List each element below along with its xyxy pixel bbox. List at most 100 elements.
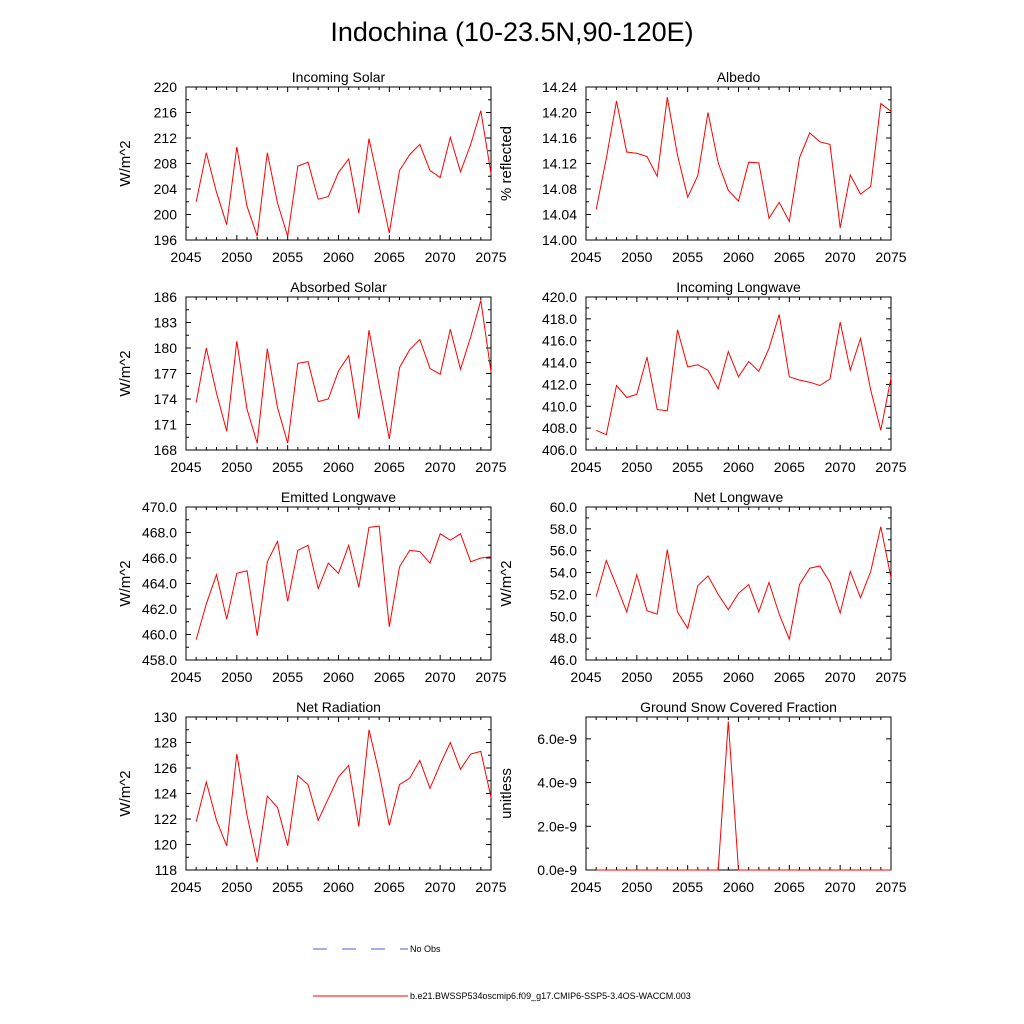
y-tick-label-net-longwave: 56.0 bbox=[550, 543, 577, 559]
y-tick-label-ground-snow-covered-fraction: 4.0e-9 bbox=[537, 775, 577, 791]
x-tick-label-albedo: 2060 bbox=[723, 249, 754, 265]
y-tick-label-net-longwave: 50.0 bbox=[550, 608, 577, 624]
x-tick-label-net-longwave: 2045 bbox=[570, 669, 601, 685]
y-tick-label-incoming-longwave: 412.0 bbox=[542, 376, 577, 392]
x-tick-label-albedo: 2075 bbox=[875, 249, 906, 265]
x-tick-label-net-radiation: 2060 bbox=[323, 879, 354, 895]
y-tick-label-net-radiation: 128 bbox=[154, 735, 178, 751]
panel-absorbed-solar: Absorbed Solar 168 171 174 177 180 183 186 2045 2… bbox=[117, 279, 507, 475]
x-tick-label-net-longwave: 2060 bbox=[723, 669, 754, 685]
y-tick-label-net-longwave: 58.0 bbox=[550, 521, 577, 537]
y-tick-label-incoming-solar: 220 bbox=[154, 79, 178, 95]
legend: No Obs b.e21.BWSSP534oscmip6.f09_g17.CMI… bbox=[313, 944, 691, 1001]
x-tick-label-incoming-solar: 2070 bbox=[425, 249, 456, 265]
x-tick-label-albedo: 2065 bbox=[774, 249, 805, 265]
x-tick-label-net-radiation: 2050 bbox=[221, 879, 252, 895]
y-tick-label-emitted-longwave: 458.0 bbox=[142, 652, 177, 668]
y-tick-label-net-radiation: 118 bbox=[155, 862, 178, 878]
y-tick-label-ground-snow-covered-fraction: 0.0e-9 bbox=[537, 862, 577, 878]
panel-incoming-longwave: Incoming Longwave 406.0 408.0 410.0 412.0 414… bbox=[542, 279, 907, 475]
panel-title-emitted-longwave: Emitted Longwave bbox=[281, 489, 396, 505]
y-tick-label-emitted-longwave: 470.0 bbox=[142, 499, 177, 515]
x-tick-label-absorbed-solar: 2060 bbox=[323, 459, 354, 475]
x-tick-label-incoming-longwave: 2075 bbox=[875, 459, 906, 475]
x-tick-label-absorbed-solar: 2055 bbox=[272, 459, 303, 475]
y-tick-label-incoming-longwave: 408.0 bbox=[542, 420, 577, 436]
panel-title-ground-snow-covered-fraction: Ground Snow Covered Fraction bbox=[640, 699, 837, 715]
y-tick-label-albedo: 14.08 bbox=[542, 181, 577, 197]
series-line-emitted-longwave bbox=[195, 525, 492, 640]
y-tick-label-net-radiation: 120 bbox=[154, 837, 178, 853]
y-tick-label-absorbed-solar: 180 bbox=[154, 340, 178, 356]
y-tick-label-absorbed-solar: 177 bbox=[154, 366, 178, 382]
x-tick-label-incoming-solar: 2065 bbox=[374, 249, 405, 265]
series-line-incoming-solar bbox=[195, 110, 492, 237]
x-tick-label-incoming-longwave: 2060 bbox=[723, 459, 754, 475]
y-axis-label-net-longwave: W/m^2 bbox=[498, 560, 515, 606]
y-tick-label-albedo: 14.12 bbox=[542, 156, 577, 172]
panels: Incoming Solar 196 200 204 208 212 216 220 2045 2… bbox=[117, 69, 907, 895]
x-tick-label-absorbed-solar: 2050 bbox=[221, 459, 252, 475]
y-axis-label-albedo: % reflected bbox=[498, 126, 515, 201]
x-tick-label-net-longwave: 2055 bbox=[672, 669, 703, 685]
y-tick-label-incoming-solar: 200 bbox=[154, 207, 178, 223]
x-tick-label-emitted-longwave: 2070 bbox=[425, 669, 456, 685]
y-tick-label-incoming-longwave: 416.0 bbox=[542, 333, 577, 349]
x-tick-label-absorbed-solar: 2065 bbox=[374, 459, 405, 475]
x-tick-label-net-longwave: 2065 bbox=[774, 669, 805, 685]
y-tick-label-incoming-longwave: 414.0 bbox=[542, 355, 577, 371]
x-tick-label-ground-snow-covered-fraction: 2060 bbox=[723, 879, 754, 895]
y-tick-label-incoming-solar: 208 bbox=[154, 156, 178, 172]
y-tick-label-absorbed-solar: 171 bbox=[154, 417, 178, 433]
x-tick-label-albedo: 2070 bbox=[825, 249, 856, 265]
panel-title-absorbed-solar: Absorbed Solar bbox=[290, 279, 387, 295]
y-tick-label-net-longwave: 48.0 bbox=[550, 630, 577, 646]
y-tick-label-ground-snow-covered-fraction: 2.0e-9 bbox=[537, 818, 577, 834]
x-tick-label-emitted-longwave: 2060 bbox=[323, 669, 354, 685]
panel-title-albedo: Albedo bbox=[717, 69, 761, 85]
x-tick-label-net-longwave: 2070 bbox=[825, 669, 856, 685]
y-tick-label-net-longwave: 60.0 bbox=[550, 499, 577, 515]
x-tick-label-incoming-solar: 2045 bbox=[170, 249, 201, 265]
x-tick-label-emitted-longwave: 2075 bbox=[475, 669, 506, 685]
y-tick-label-incoming-longwave: 420.0 bbox=[542, 289, 577, 305]
panel-net-longwave: Net Longwave 46.0 48.0 50.0 52.0 54.0 56.0 58.0… bbox=[498, 489, 907, 685]
y-axis-label-net-radiation: W/m^2 bbox=[117, 770, 134, 816]
y-tick-label-absorbed-solar: 183 bbox=[154, 315, 178, 331]
panel-title-net-radiation: Net Radiation bbox=[296, 699, 381, 715]
y-tick-label-net-longwave: 54.0 bbox=[550, 565, 577, 581]
x-tick-label-net-radiation: 2045 bbox=[170, 879, 201, 895]
y-tick-label-albedo: 14.04 bbox=[542, 207, 577, 223]
x-tick-label-incoming-solar: 2050 bbox=[221, 249, 252, 265]
x-tick-label-net-radiation: 2055 bbox=[272, 879, 303, 895]
panel-incoming-solar: Incoming Solar 196 200 204 208 212 216 220 2045 2… bbox=[117, 69, 507, 265]
x-tick-label-emitted-longwave: 2065 bbox=[374, 669, 405, 685]
y-tick-label-net-longwave: 46.0 bbox=[550, 652, 577, 668]
x-tick-label-absorbed-solar: 2070 bbox=[425, 459, 456, 475]
y-tick-label-incoming-solar: 212 bbox=[154, 130, 178, 146]
series-line-net-radiation bbox=[195, 729, 492, 863]
y-tick-label-albedo: 14.20 bbox=[542, 105, 577, 121]
y-tick-label-incoming-longwave: 418.0 bbox=[542, 311, 577, 327]
x-tick-label-incoming-longwave: 2045 bbox=[570, 459, 601, 475]
legend-model-label: b.e21.BWSSP534oscmip6.f09_g17.CMIP6-SSP5… bbox=[410, 991, 691, 1001]
panel-ground-snow-covered-fraction: Ground Snow Covered Fraction 0.0e-9 2.0e-9… bbox=[498, 699, 907, 895]
x-tick-label-net-radiation: 2070 bbox=[425, 879, 456, 895]
y-tick-label-incoming-solar: 204 bbox=[154, 181, 178, 197]
x-tick-label-incoming-longwave: 2070 bbox=[825, 459, 856, 475]
x-tick-label-net-longwave: 2075 bbox=[875, 669, 906, 685]
y-tick-label-net-longwave: 52.0 bbox=[550, 586, 577, 602]
y-tick-label-emitted-longwave: 466.0 bbox=[142, 550, 177, 566]
x-tick-label-incoming-longwave: 2065 bbox=[774, 459, 805, 475]
x-tick-label-incoming-longwave: 2055 bbox=[672, 459, 703, 475]
x-tick-label-net-radiation: 2075 bbox=[475, 879, 506, 895]
panel-title-incoming-solar: Incoming Solar bbox=[292, 69, 386, 85]
y-tick-label-emitted-longwave: 464.0 bbox=[142, 576, 177, 592]
y-tick-label-absorbed-solar: 168 bbox=[154, 442, 178, 458]
x-tick-label-incoming-solar: 2055 bbox=[272, 249, 303, 265]
y-tick-label-absorbed-solar: 174 bbox=[154, 391, 178, 407]
legend-obs-label: No Obs bbox=[410, 944, 441, 954]
y-tick-label-net-radiation: 122 bbox=[154, 811, 178, 827]
series-line-albedo bbox=[595, 97, 892, 228]
